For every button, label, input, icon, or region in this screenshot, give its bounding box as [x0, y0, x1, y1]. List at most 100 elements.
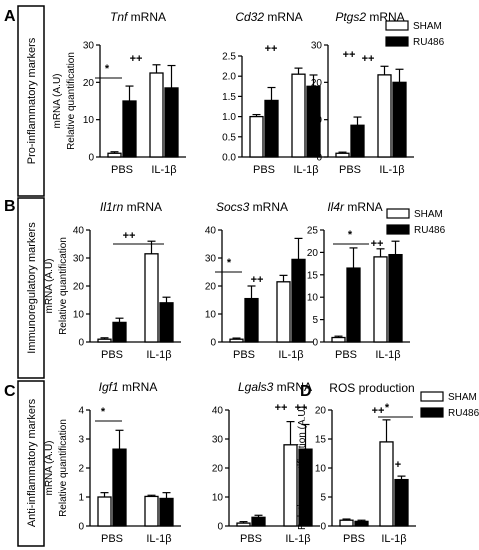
significance-marker: ++	[265, 43, 278, 55]
title-suffix: mRNA	[249, 200, 288, 214]
x-tick-label: PBS	[233, 349, 255, 361]
legend-label-ru486: RU486	[414, 225, 446, 236]
legend-swatch-sham	[386, 208, 410, 219]
x-tick-label: IL-1β	[278, 349, 303, 361]
bar-ru486	[122, 100, 137, 158]
title-suffix: mRNA	[344, 200, 383, 214]
x-tick-label: PBS	[101, 533, 123, 545]
legend-swatch-ru486	[385, 36, 409, 47]
y-tick-label: 2.0	[222, 72, 236, 83]
x-tick-label: IL-1β	[151, 164, 176, 176]
x-tick-label: IL-1β	[146, 533, 171, 545]
x-tick-label: PBS	[101, 349, 123, 361]
significance-marker: ++	[362, 53, 375, 65]
y-tick-label: 0.5	[222, 132, 236, 143]
significance-marker: ++	[371, 238, 384, 250]
chart-title: Lgals3 mRNA	[238, 380, 312, 394]
bar-sham	[107, 152, 122, 158]
y-tick-label: 0.0	[222, 153, 236, 164]
legend-label-ru486: RU486	[448, 408, 479, 419]
bar-ru486	[159, 302, 174, 343]
bar-sham	[283, 444, 298, 527]
significance-marker: ++	[251, 274, 264, 286]
row-title-anti-inflammatory: Anti-inflammatory markers	[26, 398, 38, 527]
bar-ru486	[388, 253, 403, 343]
legend-b: SHAM RU486	[386, 208, 446, 236]
x-tick-label: IL-1β	[293, 164, 318, 176]
row-title-immunoregulatory: Immunoregulatory markers	[26, 222, 38, 354]
significance-marker: ++	[343, 49, 356, 61]
bar-ru486	[112, 448, 127, 527]
y-axis-label: Relative quantification	[58, 419, 69, 517]
y-tick-label: 0	[316, 153, 322, 164]
chart-title: Il1rn mRNA	[100, 200, 162, 214]
x-tick-label: PBS	[253, 164, 275, 176]
panel-label-a: A	[4, 8, 16, 25]
x-tick-label: IL-1β	[375, 349, 400, 361]
chart-socs3: 0 10 20 30 40 PBS IL-1β Socs3 mRNA * ++	[205, 200, 313, 361]
gene-name: Cd32	[235, 10, 264, 24]
chart-il4r: 0 5 10 15 20 25 PBS IL-1β Il4r mRNA * ++	[307, 200, 410, 361]
row-title-pro-inflammatory: Pro-inflammatory markers	[26, 37, 38, 164]
x-tick-label: PBS	[335, 349, 357, 361]
y-tick-label: 10	[212, 493, 224, 504]
chart-il1rn: 0 10 20 30 40 PBS IL-1β Il1rn mRNA Relative quan…	[44, 200, 181, 361]
y-tick-label: 5	[312, 315, 318, 326]
significance-marker: *	[348, 229, 353, 241]
title-suffix: mRNA	[119, 380, 158, 394]
y-tick-label: 40	[73, 226, 85, 237]
title-suffix: mRNA	[123, 200, 162, 214]
chart-cd32: 0.0 0.5 1.0 1.5 2.0 2.5 PBS IL-1β Cd32 mRNA ++	[222, 10, 328, 176]
bar-ru486	[291, 258, 306, 343]
chart-title: Il4r mRNA	[327, 200, 382, 214]
y-tick-label: 0	[78, 522, 84, 533]
y-tick-label: 2.5	[222, 52, 236, 63]
significance-marker: ++	[275, 402, 288, 414]
chart-title: Socs3 mRNA	[216, 200, 288, 214]
bar-sham	[144, 253, 159, 343]
title-suffix: mRNA	[273, 380, 312, 394]
bar-sham	[97, 496, 112, 527]
bar-sham	[339, 519, 354, 527]
bar-ru486	[346, 267, 361, 343]
y-tick-label: 10	[315, 464, 327, 475]
bar-sham	[229, 338, 244, 343]
legend-d: SHAM RU486	[420, 391, 479, 419]
bar-ru486	[159, 497, 174, 527]
y-tick-label: 40	[212, 406, 224, 417]
chart-tnf: 0 10 20 30 PBS IL-1β Tnf mRNA Relative quantifi…	[52, 10, 186, 176]
y-tick-label: 25	[307, 226, 319, 237]
y-tick-label: 10	[73, 310, 85, 321]
title-suffix: mRNA	[264, 10, 303, 24]
gene-name: Il4r	[327, 200, 345, 214]
gene-name: Il1rn	[100, 200, 124, 214]
y-tick-label: 0	[320, 522, 326, 533]
y-axis-label: Relative quantification	[58, 237, 69, 335]
gene-name: Socs3	[216, 200, 250, 214]
gene-name: Tnf	[110, 10, 129, 24]
significance-marker: *	[101, 406, 106, 418]
legend-swatch-ru486	[420, 407, 444, 418]
bar-sham	[97, 338, 112, 343]
bar-ru486	[350, 124, 365, 158]
y-tick-label: 1.0	[222, 112, 236, 123]
significance-marker: +	[395, 459, 401, 471]
y-tick-label: 10	[307, 293, 319, 304]
chart-title: ROS production	[329, 381, 414, 395]
y-tick-label: 15	[315, 435, 327, 446]
significance-marker: *	[227, 257, 232, 269]
chart-title: Ptgs2 mRNA	[335, 10, 404, 24]
legend-a: SHAM RU486	[385, 20, 445, 48]
legend-label-sham: SHAM	[413, 21, 442, 32]
bar-ru486	[394, 478, 409, 527]
y-tick-label: 30	[73, 254, 85, 265]
bar-sham	[377, 74, 392, 158]
significance-marker: ++	[372, 405, 385, 417]
gene-name: Igf1	[99, 380, 119, 394]
y-tick-label: 3	[78, 435, 84, 446]
legend-label-sham: SHAM	[414, 209, 443, 220]
legend-swatch-sham	[385, 20, 409, 31]
y-tick-label: 20	[83, 78, 95, 89]
chart-title: Tnf mRNA	[110, 10, 166, 24]
